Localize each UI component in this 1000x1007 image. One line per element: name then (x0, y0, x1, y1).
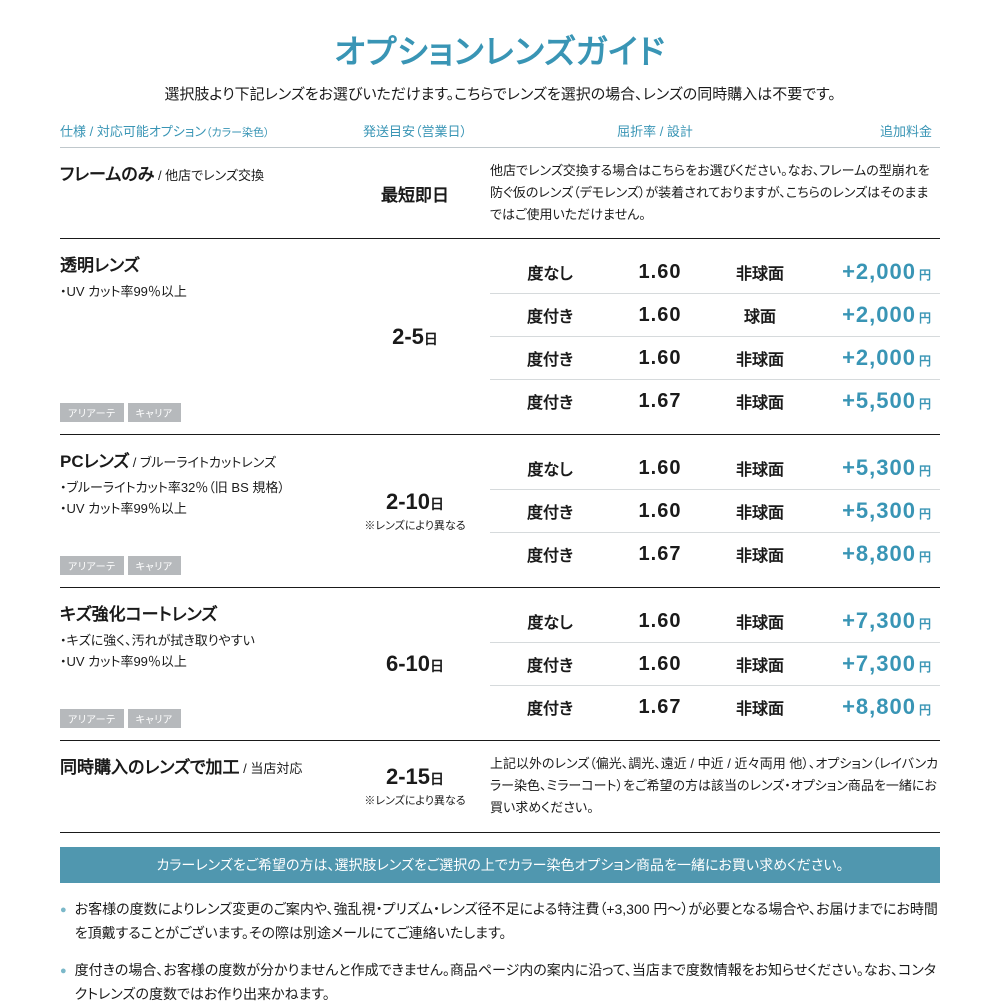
badge-row: アリアーテキャリア (60, 548, 340, 575)
badge: アリアーテ (60, 556, 124, 575)
section-title: PCレンズ / ブルーライトカットレンズ (60, 447, 340, 472)
section-description: 上記以外のレンズ（偏光、調光、遠近 / 中近 / 近々両用 他）、オプション（レ… (490, 753, 940, 819)
lens-option-row: 度なし 1.60 非球面 +7,300円 (490, 600, 940, 642)
badge: アリアーテ (60, 403, 124, 422)
note-item: ●度付きの場合、お客様の度数が分かりませんと作成できません。商品ページ内の案内に… (60, 958, 940, 1007)
notes-list: ●お客様の度数によりレンズ変更のご案内や、強乱視・プリズム・レンズ径不足による特… (60, 897, 940, 1007)
lens-option-row: 度なし 1.60 非球面 +5,300円 (490, 447, 940, 489)
lens-section: 透明レンズ・UV カット率99％以上アリアーテキャリア2-5日 度なし 1.60… (60, 239, 940, 435)
lens-section: フレームのみ / 他店でレンズ交換最短即日他店でレンズ交換する場合はこちらをお選… (60, 148, 940, 239)
lens-option-row: 度付き 1.67 非球面 +8,800円 (490, 685, 940, 728)
shipping-days: 2-10日※レンズにより異なる (340, 447, 490, 575)
lens-section: キズ強化コートレンズ・キズに強く、汚れが拭き取りやすい・UV カット率99％以上… (60, 588, 940, 741)
lens-option-row: 度なし 1.60 非球面 +2,000円 (490, 251, 940, 293)
section-bullets: ・キズに強く、汚れが拭き取りやすい・UV カット率99％以上 (60, 631, 340, 673)
color-lens-banner: カラーレンズをご希望の方は、選択肢レンズをご選択の上でカラー染色オプション商品を… (60, 847, 940, 883)
lens-option-row: 度付き 1.67 非球面 +5,500円 (490, 379, 940, 422)
lens-option-row: 度付き 1.60 非球面 +7,300円 (490, 642, 940, 685)
shipping-days: 最短即日 (340, 160, 490, 226)
badge: キャリア (128, 709, 181, 728)
lens-option-row: 度付き 1.60 非球面 +2,000円 (490, 336, 940, 379)
section-title: フレームのみ / 他店でレンズ交換 (60, 160, 340, 185)
lens-option-row: 度付き 1.60 球面 +2,000円 (490, 293, 940, 336)
note-item: ●お客様の度数によりレンズ変更のご案内や、強乱視・プリズム・レンズ径不足による特… (60, 897, 940, 946)
badge: キャリア (128, 403, 181, 422)
lens-option-row: 度付き 1.67 非球面 +8,800円 (490, 532, 940, 575)
badge-row: アリアーテキャリア (60, 701, 340, 728)
section-bullets: ・UV カット率99％以上 (60, 282, 340, 303)
shipping-days: 6-10日 (340, 600, 490, 728)
lens-section: PCレンズ / ブルーライトカットレンズ・ブルーライトカット率32％（旧 BS … (60, 435, 940, 588)
badge: アリアーテ (60, 709, 124, 728)
lens-section: 同時購入のレンズで加工 / 当店対応2-15日※レンズにより異なる上記以外のレン… (60, 741, 940, 832)
shipping-days: 2-15日※レンズにより異なる (340, 753, 490, 819)
section-title: キズ強化コートレンズ (60, 600, 340, 625)
page-subtitle: 選択肢より下記レンズをお選びいただけます。こちらでレンズを選択の場合、レンズの同… (60, 83, 940, 104)
section-title: 同時購入のレンズで加工 / 当店対応 (60, 753, 340, 778)
section-description: 他店でレンズ交換する場合はこちらをお選びください。なお、フレームの型崩れを防ぐ仮… (490, 160, 940, 226)
page-title: オプションレンズガイド (60, 25, 940, 73)
badge: キャリア (128, 556, 181, 575)
table-headers: 仕様 / 対応可能オプション（カラー染色） 発送目安（営業日） 屈折率 / 設計… (60, 118, 940, 148)
badge-row: アリアーテキャリア (60, 395, 340, 422)
section-bullets: ・ブルーライトカット率32％（旧 BS 規格）・UV カット率99％以上 (60, 478, 340, 520)
section-title: 透明レンズ (60, 251, 340, 276)
shipping-days: 2-5日 (340, 251, 490, 422)
lens-option-row: 度付き 1.60 非球面 +5,300円 (490, 489, 940, 532)
